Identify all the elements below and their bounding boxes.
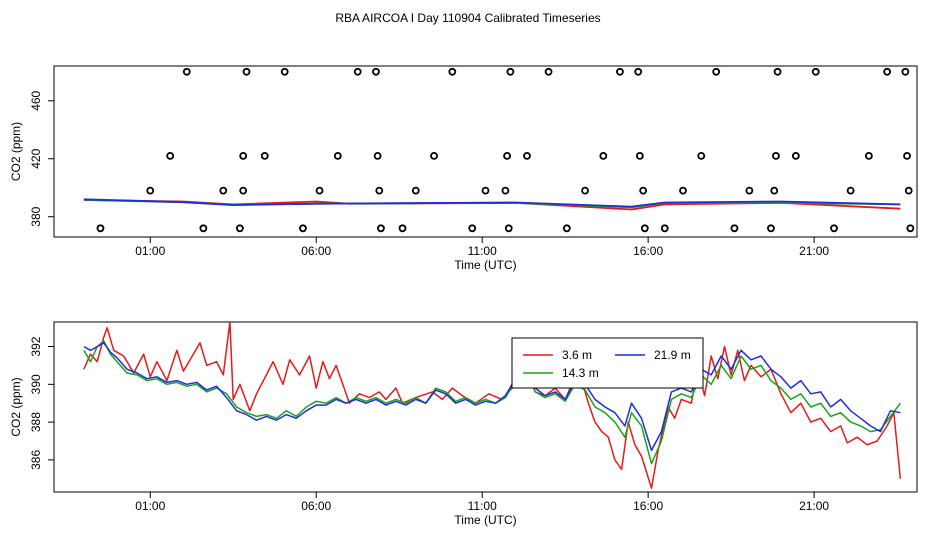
calibration-point — [830, 224, 838, 233]
chart-title: RBA AIRCOA I Day 110904 Calibrated Times… — [335, 11, 600, 25]
calibration-point — [182, 67, 191, 76]
calibration-point — [660, 224, 669, 233]
series-line-3-6-m — [83, 322, 902, 489]
calibration-point — [411, 186, 420, 195]
calibration-point — [634, 67, 643, 76]
calibration-point — [146, 186, 155, 195]
calibration-point — [712, 67, 721, 76]
calibration-point — [504, 224, 513, 233]
calibration-point — [791, 151, 800, 160]
calibration-point — [640, 224, 649, 233]
calibration-point — [166, 151, 175, 160]
calibration-point — [235, 224, 244, 233]
calibration-point — [639, 186, 648, 195]
legend-label-14-3m: 14.3 m — [562, 366, 599, 380]
series-line-21-9-m — [83, 198, 901, 208]
calibration-point — [377, 224, 385, 233]
x-tick-label: 21:00 — [799, 244, 829, 258]
calibration-point — [503, 151, 511, 160]
plot-frame — [53, 321, 918, 493]
calibration-point — [398, 224, 407, 233]
calibration-point — [616, 67, 624, 76]
calibration-point — [468, 224, 477, 233]
x-tick-label: 16:00 — [633, 499, 663, 513]
y-axis-label: CO2 (ppm) — [9, 122, 23, 181]
calibration-point — [375, 186, 384, 195]
calibration-point — [679, 186, 687, 195]
calibration-point — [260, 151, 269, 160]
calibration-point — [239, 151, 248, 160]
calibration-point — [635, 151, 644, 160]
bottom-panel: 01:00 06:00 11:00 16:00 21:00 386 388 390 392 Tim… — [9, 321, 918, 527]
calibration-point — [581, 186, 589, 195]
calibration-point — [770, 186, 779, 195]
x-tick-label: 11:00 — [468, 244, 497, 258]
calibration-point — [697, 151, 706, 160]
calibration-point — [373, 151, 382, 160]
calibration-point — [219, 186, 228, 195]
y-tick-label: 460 — [29, 90, 43, 110]
calibration-point — [767, 224, 775, 233]
calibration-point — [906, 224, 915, 233]
calibration-point — [506, 67, 515, 76]
calibration-point — [773, 67, 782, 76]
calibration-point — [299, 224, 307, 233]
legend-label-3-6m: 3.6 m — [562, 348, 592, 362]
x-tick-label: 06:00 — [301, 499, 331, 513]
calibration-point — [481, 186, 490, 195]
y-tick-label: 388 — [29, 412, 43, 432]
calibration-point — [239, 186, 248, 195]
y-tick-label: 420 — [29, 148, 43, 168]
calibration-point — [523, 151, 531, 160]
calibration-point — [772, 151, 780, 160]
y-axis-label: CO2 (ppm) — [9, 377, 23, 436]
x-tick-label: 06:00 — [301, 244, 331, 258]
calibration-point — [448, 67, 457, 76]
x-axis-label: Time (UTC) — [454, 258, 516, 272]
calibration-point — [353, 67, 362, 76]
plot-frame — [53, 65, 918, 238]
calibration-point — [430, 151, 438, 160]
calibration-point — [745, 186, 754, 195]
calibration-point — [544, 67, 553, 76]
calibration-point — [315, 186, 324, 195]
calibration-point — [846, 186, 855, 195]
calibration-point — [333, 151, 342, 160]
calibration-point — [199, 224, 208, 233]
legend-box — [511, 337, 704, 389]
calibration-point — [904, 186, 913, 195]
series-line-14-3-m — [83, 340, 901, 465]
x-tick-label: 21:00 — [799, 499, 829, 513]
x-tick-label: 16:00 — [633, 244, 663, 258]
calibration-point — [372, 67, 380, 76]
calibration-point — [96, 224, 105, 233]
calibration-point — [501, 186, 510, 195]
y-tick-label: 386 — [29, 450, 43, 470]
y-tick-label: 380 — [29, 206, 43, 226]
x-tick-label: 01:00 — [135, 244, 165, 258]
calibration-point — [811, 67, 820, 76]
calibration-point — [599, 151, 608, 160]
x-tick-label: 01:00 — [135, 499, 165, 513]
calibration-point — [883, 67, 892, 76]
y-tick-label: 390 — [29, 374, 43, 394]
series-line-21-9-m — [83, 342, 901, 452]
top-panel: 01:00 06:00 11:00 16:00 21:00 380 420 460 Time (… — [9, 65, 918, 272]
x-axis-label: Time (UTC) — [454, 513, 516, 527]
calibration-point — [903, 151, 911, 160]
x-tick-label: 11:00 — [468, 499, 497, 513]
legend-label-21-9m: 21.9 m — [654, 348, 691, 362]
legend: 3.6 m 21.9 m 14.3 m — [511, 337, 704, 389]
calibration-point — [864, 151, 873, 160]
calibration-point — [280, 67, 289, 76]
y-tick-label: 392 — [29, 336, 43, 356]
calibration-point — [242, 67, 251, 76]
calibration-point — [562, 224, 571, 233]
calibration-point — [901, 67, 910, 76]
calibration-point — [730, 224, 739, 233]
